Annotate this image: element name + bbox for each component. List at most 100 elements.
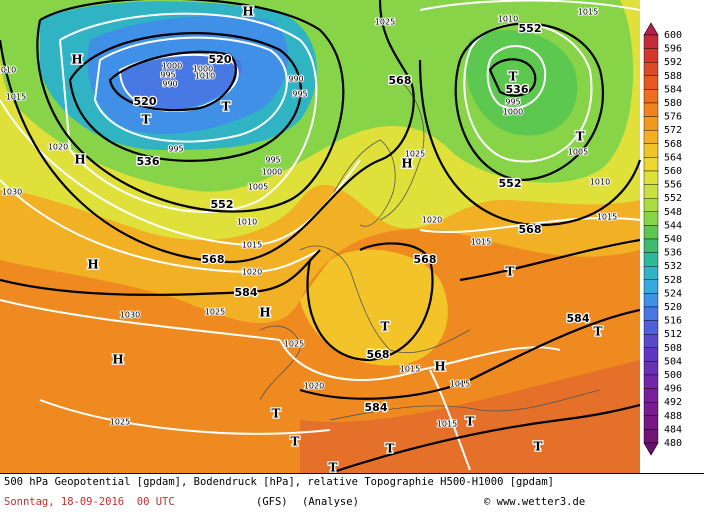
isobar: [39, 399, 331, 435]
isobar-label: 1020: [422, 216, 442, 225]
colorbar-label: 512: [664, 329, 682, 340]
contour-label: 536: [137, 155, 160, 168]
colorbar-band: [643, 143, 659, 158]
colorbar-label: 520: [664, 302, 682, 313]
contour-label: 568: [414, 253, 437, 266]
isobar-label: 1000: [503, 108, 523, 117]
colorbar-label: 524: [664, 288, 682, 299]
isobar-label: 995: [292, 90, 307, 99]
coastline: [329, 139, 396, 227]
colorbar-band: [643, 34, 659, 49]
colorbar-label: 488: [664, 411, 682, 422]
contour-label: 568: [202, 253, 225, 266]
colorbar-band: [643, 75, 659, 90]
colorbar: 600 596 592 588 584 580 576 572 568 564 560 556 552 5…: [643, 22, 682, 456]
contour: [0, 249, 321, 296]
isobar-label: 1005: [568, 148, 588, 157]
colorbar-band: [643, 211, 659, 226]
contour: [488, 58, 537, 97]
pressure-center: T: [329, 461, 338, 475]
colorbar-label: 592: [664, 57, 682, 68]
pressure-center: H: [71, 53, 82, 67]
colorbar-cap: [643, 442, 659, 456]
colorbar-band: [643, 62, 659, 77]
colorbar-label: 516: [664, 316, 682, 327]
colorbar-band: [643, 306, 659, 321]
isobar: [419, 0, 641, 11]
isobar-label: 1000: [162, 62, 182, 71]
isobar-label: 995: [160, 71, 175, 80]
colorbar-label: 596: [664, 44, 682, 55]
pressure-center: T: [272, 407, 281, 421]
pressure-center: H: [112, 353, 123, 367]
colorbar-cap: [643, 22, 659, 36]
colorbar-band: [643, 197, 659, 212]
footer-description: 500 hPa Geopotential [gpdam], Bodendruck…: [4, 476, 554, 488]
isobar-label: 990: [288, 75, 303, 84]
colorbar-band: [643, 225, 659, 240]
pressure-center: H: [242, 5, 253, 19]
colorbar-band: [643, 293, 659, 308]
pressure-center: H: [434, 360, 445, 374]
colorbar-label: 588: [664, 71, 682, 82]
colorbar-label: 544: [664, 220, 682, 231]
colorbar-band: [643, 116, 659, 131]
colorbar-label: 556: [664, 180, 682, 191]
isobar-label: 1015: [450, 380, 470, 389]
isobar-label: 1015: [242, 241, 262, 250]
colorbar-band: [643, 252, 659, 267]
contour-label: 584: [365, 401, 388, 414]
colorbar-band: [643, 320, 659, 335]
colorbar-label: 500: [664, 370, 682, 381]
footer-credit: © www.wetter3.de: [484, 496, 585, 508]
isobar-label: 1025: [205, 308, 225, 317]
colorbar-band: [643, 347, 659, 362]
colorbar-band: [643, 361, 659, 376]
colorbar-band: [643, 102, 659, 117]
colorbar-band: [643, 184, 659, 199]
footer-model: (GFS): [256, 496, 288, 508]
contour-label: 520: [209, 53, 232, 66]
contour-label: 568: [519, 223, 542, 236]
contour-label: 584: [567, 312, 590, 325]
colorbar-label: 496: [664, 384, 682, 395]
colorbar-band: [643, 157, 659, 172]
colorbar-label: 572: [664, 125, 682, 136]
colorbar-label: 484: [664, 424, 682, 435]
contour: [299, 308, 641, 400]
pressure-center: T: [142, 113, 151, 127]
colorbar-band: [643, 89, 659, 104]
isobar: [93, 36, 288, 143]
isobar-label: 1025: [110, 418, 130, 427]
contour: [306, 242, 434, 362]
pressure-center: T: [506, 265, 515, 279]
colorbar-band: [643, 334, 659, 349]
footer-run: (Analyse): [302, 496, 359, 508]
colorbar-band: [643, 388, 659, 403]
contour: [459, 238, 641, 282]
isobar-label: 995: [505, 98, 520, 107]
contour: [0, 0, 415, 264]
colorbar-label: 568: [664, 139, 682, 150]
isobar-label: 995: [265, 156, 280, 165]
isobar-label: 1000: [262, 168, 282, 177]
pressure-center: T: [386, 442, 395, 456]
isobar-label: 1010: [0, 66, 16, 75]
colorbar-label: 552: [664, 193, 682, 204]
isobar: [118, 53, 239, 112]
isobar-label: 1010: [195, 72, 215, 81]
pressure-center: T: [222, 100, 231, 114]
colorbar-label: 600: [664, 30, 682, 41]
isobar: [419, 216, 641, 234]
pressure-center: H: [74, 153, 85, 167]
coastline: [259, 325, 301, 401]
colorbar-band: [643, 48, 659, 63]
pressure-center: T: [576, 130, 585, 144]
yellow-trough: [300, 249, 448, 366]
colorbar-label: 528: [664, 275, 682, 286]
colorbar-band: [643, 279, 659, 294]
isobar-label: 1020: [242, 268, 262, 277]
map-labels: 520 520 536 552 568 584 568 552 536 552 568 568 568 5…: [0, 3, 618, 476]
colorbar-band: [643, 170, 659, 185]
